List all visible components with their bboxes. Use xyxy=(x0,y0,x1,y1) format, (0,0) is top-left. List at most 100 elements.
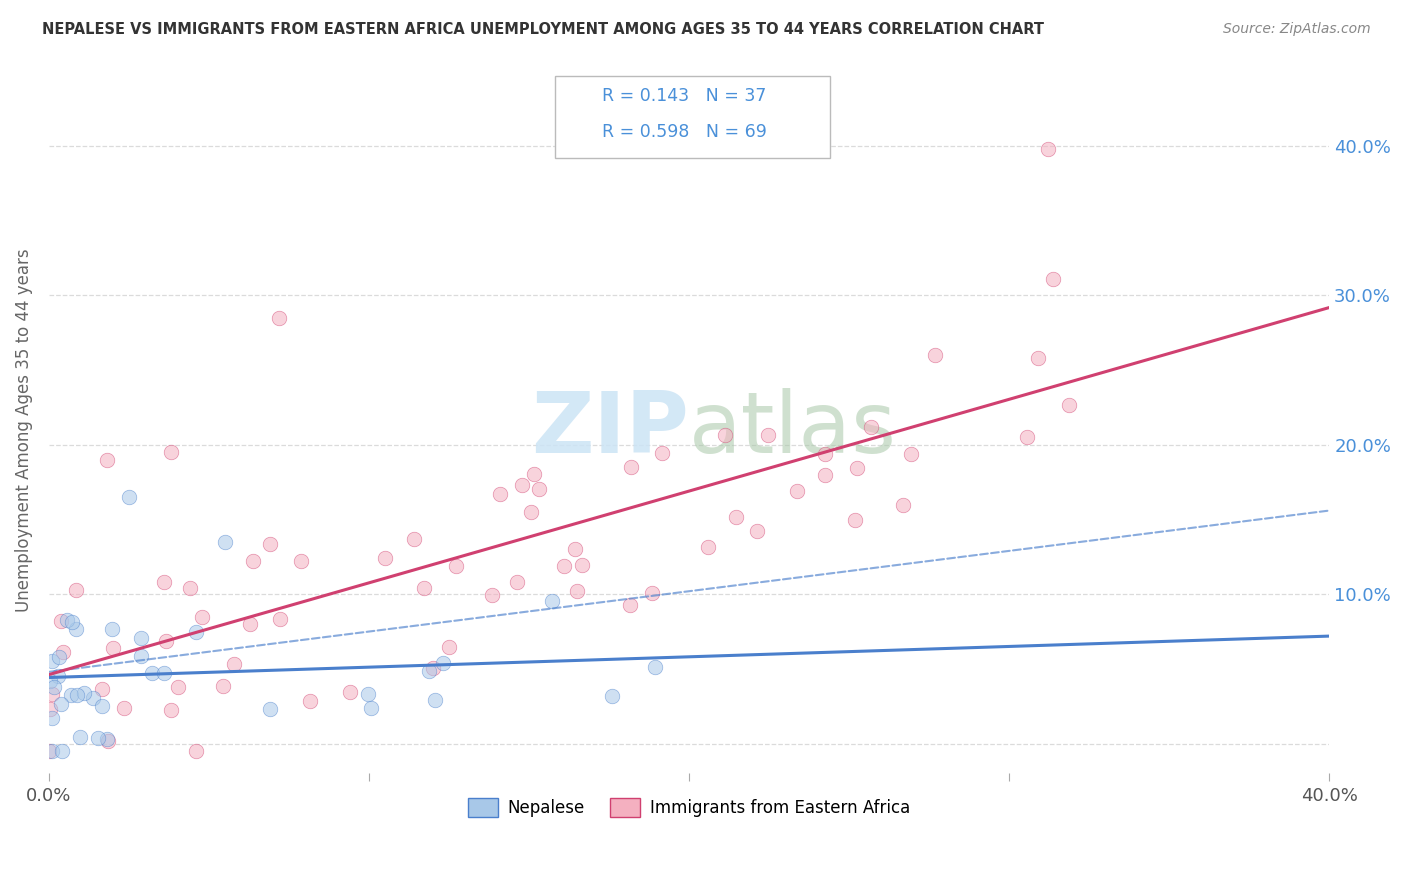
Point xyxy=(402,533,425,547)
Point xyxy=(73,686,96,700)
Point xyxy=(814,468,837,483)
Point xyxy=(1028,351,1050,365)
Point xyxy=(844,513,866,527)
Point xyxy=(41,654,63,668)
Point xyxy=(41,711,63,725)
Point xyxy=(129,649,152,664)
Point xyxy=(96,732,118,747)
Point xyxy=(290,554,312,568)
Point xyxy=(374,550,396,565)
Point xyxy=(1057,398,1080,412)
Point xyxy=(87,731,110,745)
Point xyxy=(422,661,444,675)
Point xyxy=(141,665,163,680)
Point xyxy=(564,542,586,557)
Point xyxy=(489,487,512,501)
Point xyxy=(814,447,837,461)
Text: Source: ZipAtlas.com: Source: ZipAtlas.com xyxy=(1223,22,1371,37)
Point xyxy=(644,659,666,673)
Point xyxy=(602,689,624,703)
Point xyxy=(437,640,460,655)
Point xyxy=(212,680,235,694)
Point xyxy=(641,586,664,600)
Point xyxy=(481,588,503,602)
Point xyxy=(891,499,914,513)
Point xyxy=(269,612,291,626)
Point xyxy=(51,744,73,758)
Y-axis label: Unemployment Among Ages 35 to 44 years: Unemployment Among Ages 35 to 44 years xyxy=(15,248,32,612)
Point xyxy=(52,645,75,659)
Point xyxy=(60,615,83,629)
Point xyxy=(527,482,550,496)
Point xyxy=(155,633,177,648)
Point xyxy=(118,490,141,504)
Point xyxy=(900,448,922,462)
Point xyxy=(786,483,808,498)
Point xyxy=(46,669,69,683)
Text: NEPALESE VS IMMIGRANTS FROM EASTERN AFRICA UNEMPLOYMENT AMONG AGES 35 TO 44 YEAR: NEPALESE VS IMMIGRANTS FROM EASTERN AFRI… xyxy=(42,22,1045,37)
Point xyxy=(259,537,281,551)
Point xyxy=(69,730,91,744)
Point xyxy=(184,624,207,639)
Point xyxy=(38,744,60,758)
Point xyxy=(745,524,768,539)
Point xyxy=(184,744,207,758)
Point xyxy=(298,694,321,708)
Point xyxy=(269,310,291,325)
Legend: Nepalese, Immigrants from Eastern Africa: Nepalese, Immigrants from Eastern Africa xyxy=(461,791,917,823)
Point xyxy=(60,688,83,702)
Point xyxy=(620,460,643,475)
Point xyxy=(129,632,152,646)
Point xyxy=(713,427,735,442)
Point xyxy=(97,734,120,748)
Point xyxy=(153,575,176,590)
Point xyxy=(49,615,72,629)
Point xyxy=(191,609,214,624)
Point xyxy=(859,420,882,434)
Point xyxy=(512,478,534,492)
Point xyxy=(159,445,181,459)
Point xyxy=(65,623,87,637)
Point xyxy=(506,574,529,589)
Point xyxy=(112,701,135,715)
Point xyxy=(724,510,747,524)
Point xyxy=(259,701,281,715)
Point xyxy=(166,680,188,694)
Point xyxy=(48,649,70,664)
Point xyxy=(91,682,114,697)
Text: R = 0.143   N = 37: R = 0.143 N = 37 xyxy=(602,87,766,105)
Point xyxy=(41,744,63,758)
Point xyxy=(160,703,183,717)
Point xyxy=(153,665,176,680)
Point xyxy=(418,664,440,678)
Point xyxy=(103,641,125,656)
Point xyxy=(66,688,89,702)
Text: ZIP: ZIP xyxy=(531,388,689,471)
Point xyxy=(523,467,546,481)
Point xyxy=(44,680,66,694)
Point xyxy=(412,581,434,595)
Point xyxy=(553,559,575,574)
Point xyxy=(432,656,454,670)
Text: atlas: atlas xyxy=(689,388,897,471)
Point xyxy=(356,687,378,701)
Point xyxy=(96,452,118,467)
Point xyxy=(697,541,720,555)
Point xyxy=(1042,272,1064,286)
Point xyxy=(425,693,447,707)
Point xyxy=(651,446,673,460)
Point xyxy=(56,613,79,627)
Point xyxy=(242,554,264,568)
Point xyxy=(1017,430,1039,444)
Point xyxy=(565,584,588,599)
Point xyxy=(339,685,361,699)
Point xyxy=(100,622,122,636)
Point xyxy=(846,461,869,475)
Point xyxy=(1036,142,1059,156)
Point xyxy=(924,348,946,362)
Point xyxy=(49,697,72,711)
Point xyxy=(214,535,236,549)
Text: R = 0.598   N = 69: R = 0.598 N = 69 xyxy=(602,123,766,141)
Point xyxy=(239,616,262,631)
Point xyxy=(571,558,593,572)
